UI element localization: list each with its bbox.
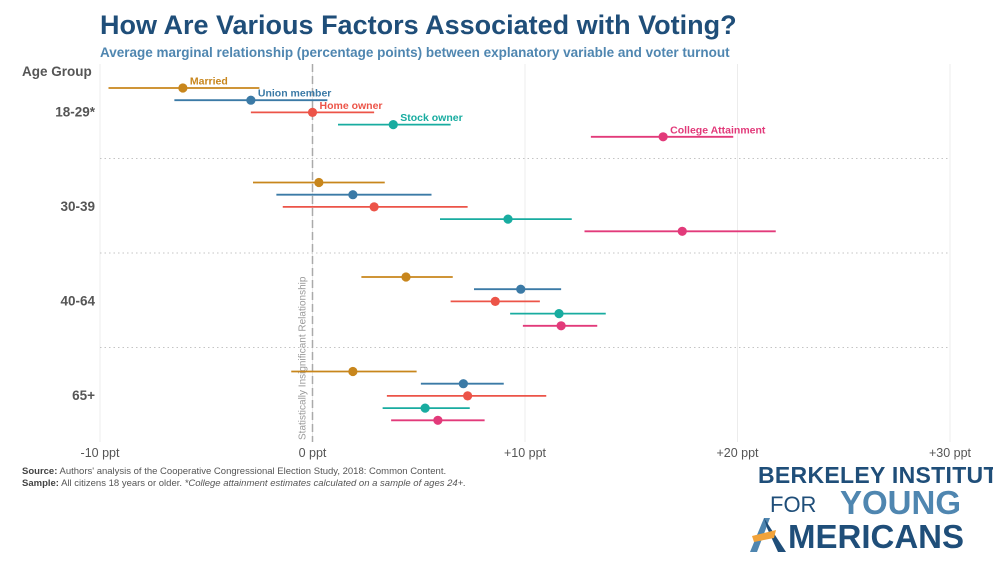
series-label: Married [190,76,228,88]
estimate-point [420,403,430,413]
estimate-point [348,366,358,377]
chart-subtitle: Average marginal relationship (percentag… [100,45,730,60]
estimate-point [658,132,668,142]
logo-a-mark-icon [750,518,786,552]
sample-label: Sample: [22,478,59,489]
estimate-point [314,177,324,188]
source-label: Source: [22,466,58,477]
estimate-point [490,296,500,306]
estimate-point [348,190,358,200]
estimate-point [433,415,443,425]
sample-note: Sample: All citizens 18 years or older. … [22,478,466,489]
y-axis-title: Age Group [22,64,92,79]
series-label: Home owner [320,100,383,112]
x-tick-label: +30 ppt [929,446,972,460]
estimate-point [516,284,526,294]
group-label: 18-29* [55,104,96,119]
x-tick-label: +20 ppt [716,446,759,460]
series-label: Stock owner [400,112,462,124]
estimate-point [388,120,398,130]
group-label: 40-64 [60,293,95,308]
logo-line-americans: MERICANS [788,518,965,555]
source-note: Source: Authors' analysis of the Coopera… [22,466,446,477]
estimate-point [677,226,687,236]
series-label: College Attainment [670,124,766,136]
x-tick-label: +10 ppt [504,446,547,460]
reference-line-label: Statistically Insignificant Relationship [298,276,309,440]
group-label: 30-39 [60,199,95,214]
estimate-point [554,309,564,319]
estimate-point [503,214,513,224]
logo-line-berkeley: BERKELEY INSTITUTE [758,462,993,488]
x-tick-label: -10 ppt [81,446,120,460]
chart-title: How Are Various Factors Associated with … [100,10,737,40]
sample-footnote: *College attainment estimates calculated… [184,478,466,489]
estimate-point [307,107,318,117]
x-tick-label: 0 ppt [299,446,327,460]
estimate-point [178,83,188,93]
group-label: 65+ [72,388,95,403]
estimate-point [246,95,256,105]
series-label: Union member [258,88,332,100]
berkeley-institute-logo: BERKELEY INSTITUTE FOR YOUNG MERICANS [748,462,993,555]
estimate-point [369,202,379,212]
sample-text: All citizens 18 years or older. [61,478,183,489]
estimate-point [458,379,468,389]
logo-line-young: YOUNG [840,484,962,521]
estimate-point [401,272,411,282]
estimate-point [556,321,566,331]
estimate-point [463,391,473,401]
logo-line-for: FOR [770,492,817,517]
source-text: Authors' analysis of the Cooperative Con… [59,466,447,477]
